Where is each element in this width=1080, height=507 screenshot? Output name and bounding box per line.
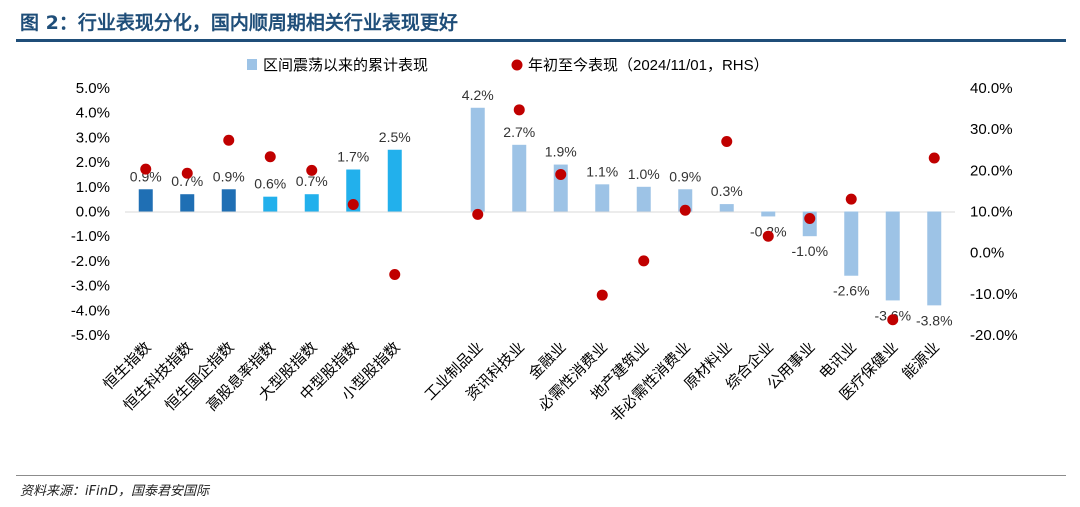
y-left-tick-label: -3.0% — [71, 278, 110, 295]
y-right-tick-label: 20.0% — [970, 162, 1013, 179]
scatter-point — [347, 199, 359, 211]
y-left-tick-label: 4.0% — [76, 105, 110, 122]
scatter-point — [928, 152, 940, 164]
bar-data-label: 0.9% — [213, 168, 245, 184]
bar — [180, 194, 195, 212]
title-divider — [16, 39, 1066, 42]
scatter-point — [513, 104, 525, 116]
y-right-tick-label: 10.0% — [970, 204, 1013, 221]
scatter-point — [638, 255, 650, 267]
bar-data-label: 0.7% — [296, 173, 328, 189]
y-left-tick-label: 5.0% — [76, 80, 110, 97]
bar — [885, 211, 900, 301]
bar-data-label: -2.6% — [833, 283, 870, 299]
figure-title: 图 2：行业表现分化，国内顺周期相关行业表现更好 — [20, 12, 458, 34]
bar — [512, 144, 527, 212]
scatter-point — [679, 204, 691, 216]
scatter-point — [762, 230, 774, 242]
scatter-point — [181, 167, 193, 179]
y-right-tick-label: -10.0% — [970, 286, 1018, 303]
category-label: 能源业 — [899, 339, 943, 383]
bar-data-label: 1.9% — [545, 144, 577, 160]
y-left-tick-label: -2.0% — [71, 253, 110, 270]
chart: -5.0% -4.0% -3.0% -2.0% -1.0% 0.0% 1.0% 2.0% 3.0… — [71, 57, 1018, 425]
legend-dot-label: 年初至今表现（2024/11/01，RHS） — [528, 57, 769, 74]
y-right-tick-label: -20.0% — [970, 327, 1018, 344]
bar — [927, 211, 942, 306]
y-left-tick-label: -1.0% — [71, 228, 110, 245]
scatter-point — [223, 134, 235, 146]
y-right-tick-label: 30.0% — [970, 121, 1013, 138]
figure-header: 图 2：行业表现分化，国内顺周期相关行业表现更好 — [16, 6, 1066, 42]
y-left-tick-label: 1.0% — [76, 179, 110, 196]
scatter-point — [472, 208, 484, 220]
y-left-tick-label: 3.0% — [76, 129, 110, 146]
bar — [387, 149, 402, 212]
bar — [636, 186, 651, 212]
bar-data-label: 4.2% — [462, 87, 494, 103]
bar-data-label: 1.0% — [628, 166, 660, 182]
legend-dot-swatch — [511, 59, 523, 71]
bar-data-label: 0.9% — [669, 168, 701, 184]
bar — [595, 184, 610, 212]
bar — [304, 194, 319, 212]
y-right-tick-label: 0.0% — [970, 245, 1004, 262]
bar-data-label: -3.8% — [916, 312, 953, 328]
bar-data-label: 1.1% — [586, 163, 618, 179]
scatter-point — [596, 289, 608, 301]
scatter-point — [140, 163, 152, 175]
bar — [844, 211, 859, 276]
scatter-point — [555, 168, 567, 180]
scatter-point — [804, 212, 816, 224]
bar-data-label: -1.0% — [791, 243, 828, 259]
bar-data-label: 2.7% — [503, 124, 535, 140]
bar — [761, 211, 776, 217]
scatter-point — [389, 268, 401, 280]
y-left-tick-label: -4.0% — [71, 302, 110, 319]
bar — [138, 189, 153, 212]
y-right-tick-label: 40.0% — [970, 80, 1013, 97]
bar-data-label: 0.7% — [171, 173, 203, 189]
y-left-tick-label: 0.0% — [76, 204, 110, 221]
bar — [678, 189, 693, 212]
scatter-point — [721, 136, 733, 148]
legend-bar-label: 区间震荡以来的累计表现 — [263, 57, 428, 74]
bar-data-label: 0.3% — [711, 183, 743, 199]
y-left-tick-label: 2.0% — [76, 154, 110, 171]
figure-source: 资料来源：iFinD，国泰君安国际 — [20, 484, 209, 499]
bar — [719, 204, 734, 212]
source-divider — [16, 475, 1066, 476]
scatter-point — [264, 151, 276, 163]
scatter-point — [887, 314, 899, 326]
bar-data-label: 2.5% — [379, 129, 411, 145]
legend-bar-swatch — [247, 59, 257, 70]
bar-data-label: 0.6% — [254, 176, 286, 192]
bar-data-label: 0.9% — [130, 168, 162, 184]
y-left-tick-label: -5.0% — [71, 327, 110, 344]
bar-data-label: 1.7% — [337, 149, 369, 165]
scatter-point — [845, 193, 857, 205]
scatter-point — [306, 164, 318, 176]
bar — [470, 107, 485, 212]
bar — [263, 196, 278, 212]
bar — [221, 189, 236, 212]
